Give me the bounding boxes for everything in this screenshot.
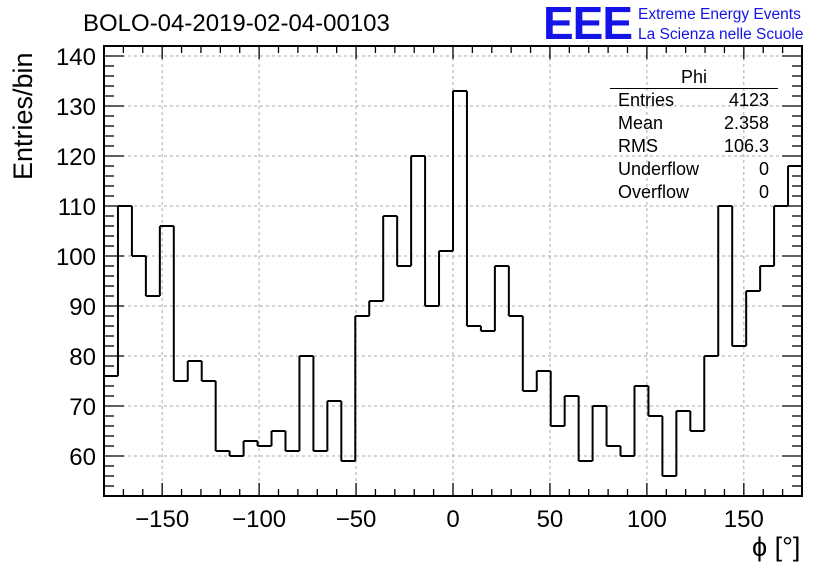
histogram-bin — [633, 385, 649, 456]
x-tick-label: 50 — [537, 506, 564, 533]
histogram-bin — [759, 265, 775, 291]
x-tick-label: 100 — [627, 506, 667, 533]
histogram-bin — [507, 266, 523, 317]
x-tick-label: −100 — [232, 506, 286, 533]
histogram-bin — [563, 395, 579, 426]
y-tick-label: 70 — [69, 394, 96, 421]
stats-box: Phi Entries 4123 Mean 2.358 RMS 106.3 Un… — [610, 66, 778, 204]
stats-row-mean: Mean 2.358 — [610, 112, 778, 135]
histogram-bin — [647, 386, 663, 417]
histogram-bin — [116, 205, 132, 376]
histogram-bin — [256, 441, 272, 447]
stats-row-entries: Entries 4123 — [610, 89, 778, 112]
histogram-bin — [549, 371, 565, 427]
histogram-bin — [130, 206, 146, 257]
histogram-bin — [577, 396, 593, 462]
histogram-bin — [773, 205, 789, 266]
histogram-bin — [242, 440, 258, 456]
y-tick-label: 110 — [58, 194, 96, 221]
x-tick-label: −150 — [135, 506, 189, 533]
histogram-bin — [675, 410, 691, 476]
y-tick-label: 60 — [69, 444, 96, 471]
stats-value: 0 — [758, 159, 769, 179]
stats-value: 106.3 — [723, 136, 769, 156]
stats-value: 2.358 — [723, 113, 769, 133]
stats-key: Underflow — [618, 159, 700, 179]
logo-mark: EEE — [543, 0, 633, 49]
stats-key: Overflow — [618, 182, 690, 202]
histogram-bin — [270, 430, 286, 446]
x-tick-label: 0 — [446, 506, 459, 533]
histogram-bin — [619, 446, 635, 457]
histogram-bin — [493, 265, 509, 331]
axis-ticks — [103, 45, 803, 496]
histogram-bin — [452, 90, 467, 251]
histogram-bin — [521, 316, 537, 392]
histogram-bin — [186, 360, 202, 381]
x-tick-label: 150 — [724, 506, 764, 533]
histogram-bin — [591, 405, 607, 461]
stats-value: 0 — [758, 182, 769, 202]
histogram-bin — [340, 401, 356, 462]
y-tick-label: 140 — [56, 44, 96, 71]
histogram-bin — [354, 315, 370, 461]
stats-row-overflow: Overflow 0 — [610, 181, 778, 204]
eee-logo: EEE Extreme Energy Events La Scienza nel… — [543, 0, 833, 49]
histogram-bin — [144, 256, 160, 297]
histogram-bin — [228, 451, 244, 457]
histogram-bin — [661, 416, 677, 477]
logo-line-2: La Scienza nelle Scuole — [638, 26, 804, 43]
plot-frame — [103, 45, 803, 497]
histogram-bin — [438, 250, 453, 306]
y-tick-label: 130 — [56, 94, 96, 121]
x-tick-label: −50 — [336, 506, 377, 533]
histogram-bin — [717, 205, 733, 356]
stats-value: 4123 — [728, 90, 769, 110]
histogram-bin — [284, 431, 300, 452]
histogram-bin — [479, 326, 495, 332]
histogram-bin — [172, 226, 188, 382]
histogram-bin — [605, 406, 621, 447]
chart-title: BOLO-04-2019-02-04-00103 — [83, 10, 390, 37]
x-axis-label: ϕ [°] — [752, 532, 801, 562]
histogram-bin — [410, 155, 426, 266]
y-tick-label: 120 — [56, 144, 96, 171]
histogram-bin — [312, 356, 328, 452]
histogram-bin — [535, 370, 551, 391]
y-axis-label: Entries/bin — [8, 52, 38, 180]
histogram-bin — [368, 300, 384, 316]
y-tick-label: 100 — [56, 244, 96, 271]
histogram-bin — [214, 381, 230, 452]
stats-row-rms: RMS 106.3 — [610, 135, 778, 158]
stats-key: Entries — [618, 90, 675, 110]
histogram-bin — [745, 290, 761, 346]
stats-key: Mean — [618, 113, 664, 133]
stats-key: RMS — [618, 136, 658, 156]
histogram-bin — [326, 400, 342, 451]
tick-labels: −150 −100 −50 0 50 100 150 60 70 80 90 100 110 120 130… — [56, 44, 764, 533]
stats-title: Phi — [610, 66, 778, 89]
logo-line-1: Extreme Energy Events — [638, 6, 801, 23]
histogram-bin — [703, 355, 719, 431]
histogram-bin — [298, 355, 314, 451]
histogram-bin — [200, 361, 216, 382]
histogram-bin — [396, 216, 412, 267]
stats-row-underflow: Underflow 0 — [610, 158, 778, 181]
histogram-bin — [465, 91, 481, 327]
histogram-bin — [731, 206, 747, 347]
y-tick-label: 80 — [69, 344, 96, 371]
histogram-bin — [689, 411, 705, 432]
y-tick-label: 90 — [69, 294, 96, 321]
histogram-bin — [382, 215, 398, 301]
histogram-bin — [158, 225, 174, 296]
histogram-bin — [424, 156, 440, 307]
